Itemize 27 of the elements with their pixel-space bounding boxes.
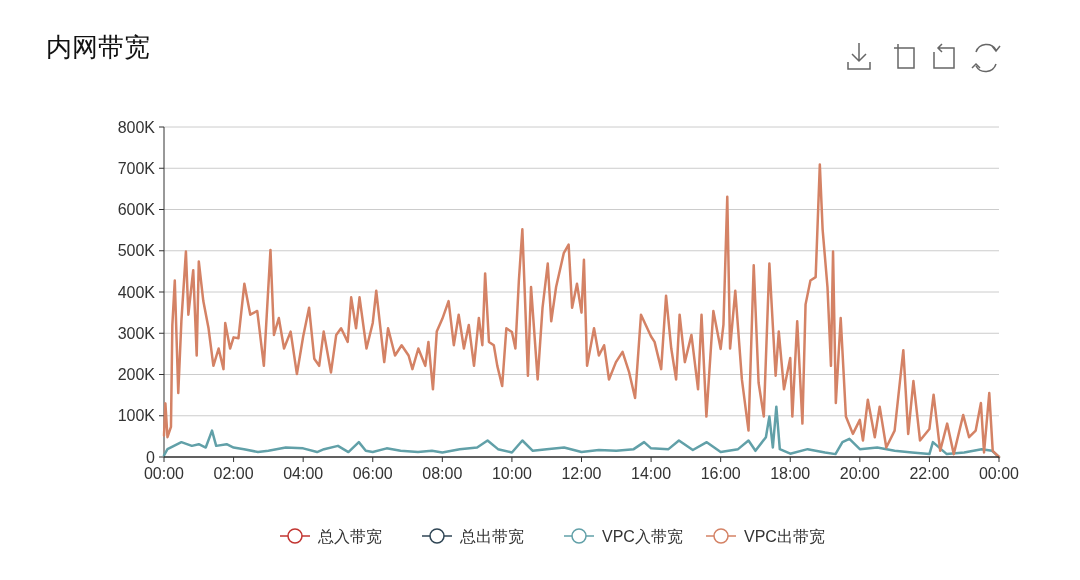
y-tick-label: 700K <box>117 159 156 177</box>
legend-label: 总入带宽 <box>317 527 382 545</box>
x-tick-label: 00:00 <box>143 465 185 482</box>
x-tick-label: 20:00 <box>839 465 880 482</box>
chart-title: 内网带宽 <box>46 32 150 62</box>
y-tick-label: 500K <box>117 242 156 260</box>
legend-label: VPC入带宽 <box>602 527 683 545</box>
x-tick-label: 04:00 <box>283 465 324 482</box>
x-tick-label: 00:00 <box>978 465 1020 482</box>
legend-label: VPC出带宽 <box>744 527 825 545</box>
x-tick-label: 02:00 <box>213 465 254 482</box>
x-tick-label: 22:00 <box>909 465 950 482</box>
y-tick-label: 100K <box>117 407 156 425</box>
y-tick-label: 0 <box>146 448 156 466</box>
x-tick-label: 08:00 <box>422 465 463 482</box>
x-tick-label: 10:00 <box>491 465 533 482</box>
y-tick-label: 300K <box>117 324 156 342</box>
x-tick-label: 12:00 <box>561 465 602 482</box>
y-tick-label: 400K <box>117 283 156 301</box>
x-tick-label: 18:00 <box>770 465 811 482</box>
y-tick-label: 200K <box>117 366 156 384</box>
y-tick-label: 800K <box>117 118 156 136</box>
x-tick-label: 16:00 <box>700 465 741 482</box>
legend-label: 总出带宽 <box>459 527 524 545</box>
x-tick-label: 14:00 <box>631 465 672 482</box>
y-tick-label: 600K <box>117 201 156 219</box>
x-tick-label: 06:00 <box>352 465 393 482</box>
